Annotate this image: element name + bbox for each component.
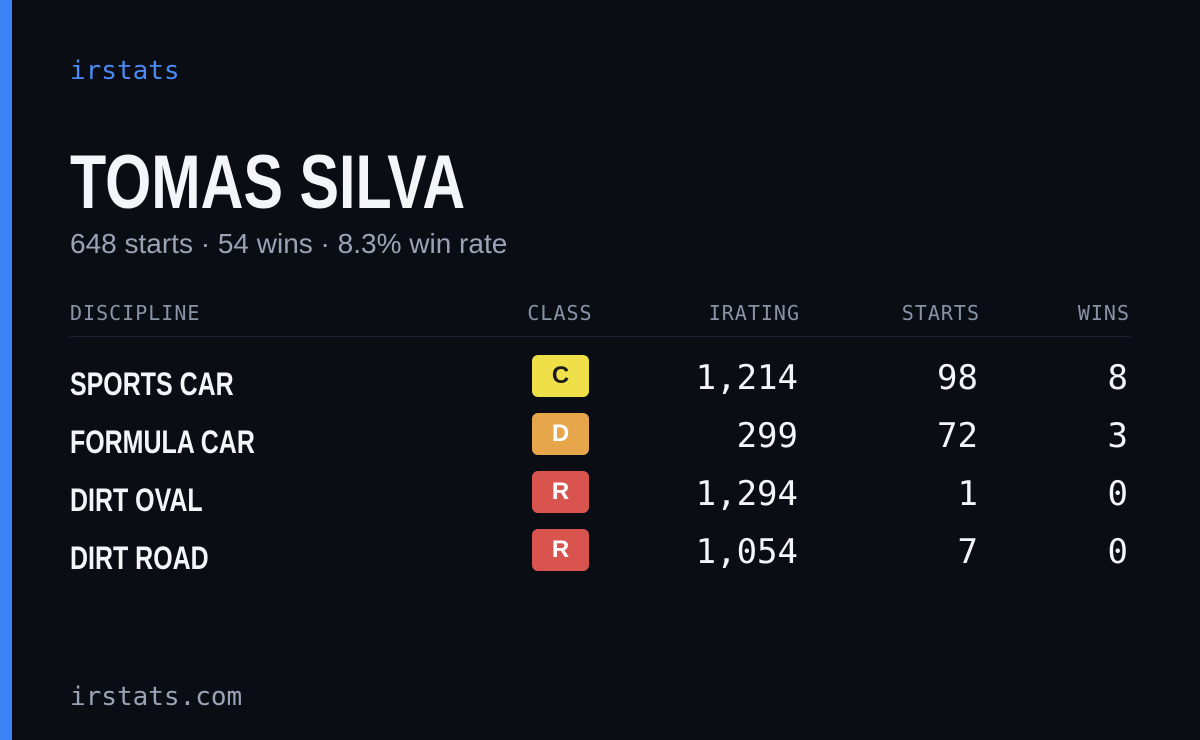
column-header: DISCIPLINE: [70, 301, 201, 325]
column-header: WINS: [1077, 301, 1130, 325]
stat-value: 0: [1107, 474, 1128, 514]
column-header: CLASS: [527, 301, 593, 325]
discipline: FORMULA CAR: [70, 424, 255, 460]
footer: irstats.com: [70, 682, 243, 712]
stat-value: 3: [1107, 416, 1128, 456]
column-header: IRATING: [708, 301, 800, 325]
discipline: DIRT ROAD: [70, 540, 209, 576]
discipline: DIRT OVAL: [70, 482, 203, 518]
stat-value: 1: [957, 474, 978, 514]
stat-value: 0: [1107, 532, 1128, 572]
stat-value: 1,054: [695, 532, 798, 572]
column-header: STARTS: [901, 301, 980, 325]
header-divider: [70, 336, 1130, 337]
class-badge: C: [532, 355, 589, 397]
stat-value: 7: [957, 532, 978, 572]
accent-bar: [0, 0, 12, 740]
player-summary: 648 starts · 54 wins · 8.3% win rate: [70, 228, 508, 259]
stat-value: 8: [1107, 358, 1128, 398]
stat-value: 1,294: [695, 474, 798, 514]
discipline: SPORTS CAR: [70, 366, 234, 402]
class-badge: D: [532, 413, 589, 455]
stat-value: 98: [937, 358, 978, 398]
stat-value: 1,214: [695, 358, 798, 398]
stat-value: 72: [937, 416, 978, 456]
player-name: TOMAS SILVA: [70, 140, 466, 225]
class-badge: R: [532, 529, 589, 571]
class-badge: R: [532, 471, 589, 513]
stat-value: 299: [736, 416, 798, 456]
brand: irstats: [70, 56, 180, 86]
